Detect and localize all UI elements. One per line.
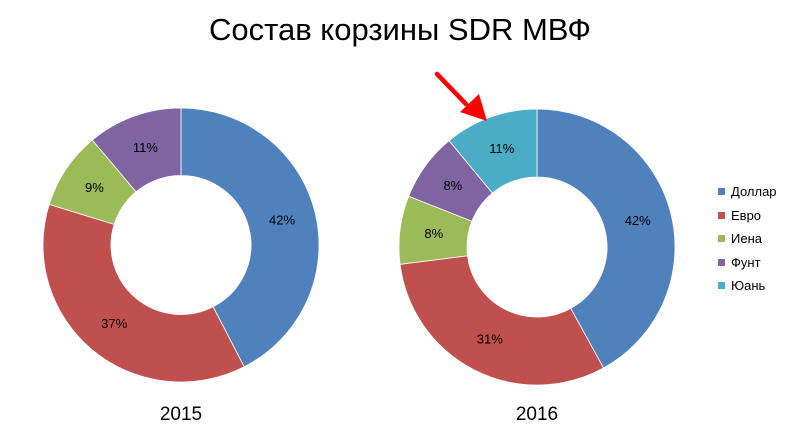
slice-2016-1 bbox=[399, 255, 605, 386]
legend-swatch bbox=[718, 188, 725, 196]
year-label-2015: 2015 bbox=[160, 404, 202, 425]
slice-label-2016-3: 8% bbox=[443, 178, 462, 193]
legend-swatch bbox=[718, 258, 725, 266]
highlight-arrow-icon bbox=[434, 71, 487, 121]
slice-2016-4 bbox=[448, 108, 538, 194]
legend-item: Доллар bbox=[718, 180, 777, 204]
legend-item: Юань bbox=[718, 274, 777, 298]
slice-2015-0 bbox=[180, 107, 320, 368]
legend-item: Иена bbox=[718, 227, 777, 251]
slice-2015-3 bbox=[91, 107, 182, 193]
slice-label-2016-4: 11% bbox=[489, 141, 514, 156]
legend-swatch bbox=[718, 211, 725, 219]
slice-label-2015-1: 37% bbox=[101, 316, 127, 331]
slice-label-2016-0: 42% bbox=[625, 213, 651, 228]
slice-label-2015-0: 42% bbox=[269, 213, 295, 228]
legend-label: Евро bbox=[731, 207, 762, 223]
legend-label: Доллар bbox=[731, 184, 777, 200]
slice-label-2015-2: 9% bbox=[85, 180, 104, 195]
legend-item: Евро bbox=[718, 204, 777, 228]
slice-label-2016-2: 8% bbox=[424, 226, 443, 241]
chart-title: Состав корзины SDR МВФ bbox=[209, 12, 591, 47]
legend-item: Фунт bbox=[718, 251, 777, 275]
year-label-2016: 2016 bbox=[516, 404, 558, 425]
legend-swatch bbox=[718, 235, 725, 243]
slice-label-2015-3: 11% bbox=[133, 140, 158, 155]
slice-2016-0 bbox=[536, 108, 676, 369]
legend: Доллар Евро Иена Фунт Юань bbox=[718, 180, 777, 298]
legend-label: Фунт bbox=[731, 254, 761, 270]
slice-label-2016-1: 31% bbox=[477, 332, 503, 347]
legend-swatch bbox=[718, 282, 725, 290]
legend-label: Иена bbox=[731, 231, 762, 247]
legend-label: Юань bbox=[731, 278, 766, 294]
slice-2015-1 bbox=[42, 203, 245, 383]
